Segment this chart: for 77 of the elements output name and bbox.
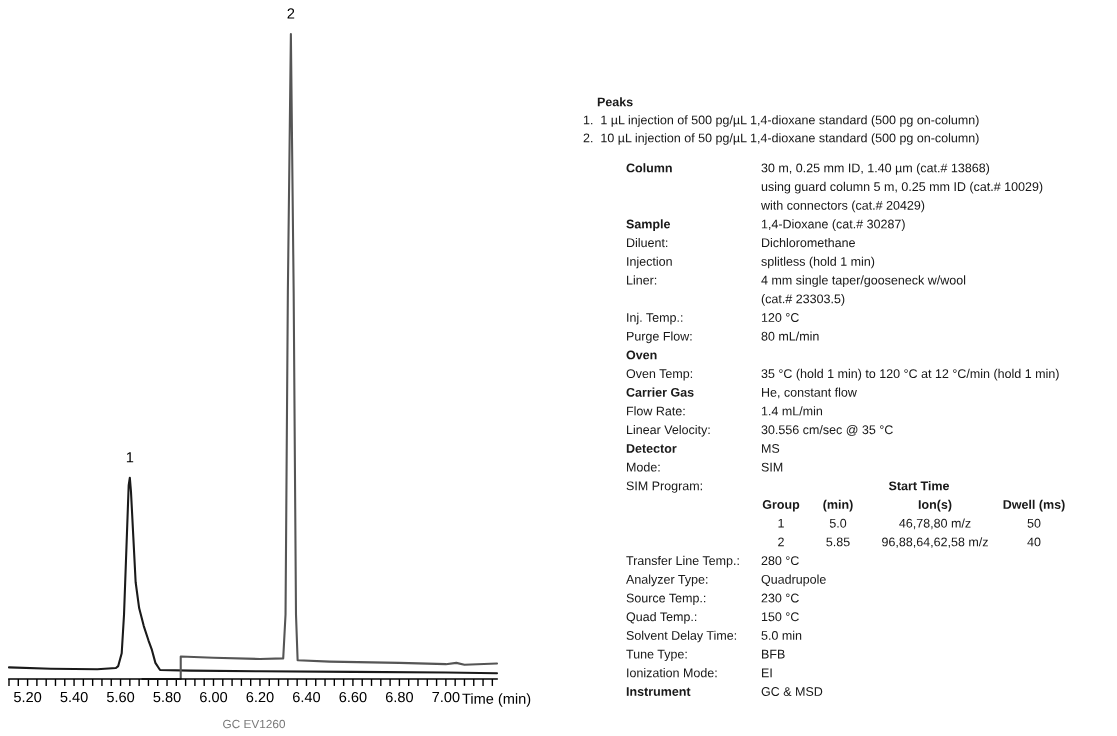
text: 2 (778, 537, 784, 547)
text: Quad Temp.: (626, 611, 697, 624)
text: Linear Velocity: (627, 424, 710, 437)
text: with connectors (cat.# 20429) (760, 200, 925, 213)
text: BFB (762, 649, 785, 659)
text: 46,78,80 m/z (899, 518, 971, 530)
text: Diluent: (627, 237, 668, 248)
text: 4 mm single taper/gooseneck w/wool (761, 275, 966, 288)
text: splitless (hold 1 min) (761, 256, 875, 269)
x-tick-label: 7.00 (432, 691, 460, 703)
text: 1,4-Dioxane (cat.# 30287) (761, 219, 905, 231)
annotation: 1 (126, 452, 134, 463)
text: Peaks (597, 97, 633, 107)
text: Carrier Gas (626, 387, 694, 397)
text: Injection (627, 256, 672, 269)
text: using guard column 5 m, 0.25 mm ID (cat.# 10029) (761, 181, 1043, 194)
text: 230 °C (761, 593, 799, 603)
text: Quadrupole (761, 574, 826, 587)
text: Detector (626, 444, 677, 453)
text: Ionization Mode: (627, 668, 717, 678)
x-tick-label: 5.60 (106, 691, 135, 703)
text: Start Time (888, 481, 950, 491)
text: Instrument (626, 687, 691, 696)
text: Liner: (627, 275, 657, 285)
text: Oven (626, 350, 657, 360)
text: 80 mL/min (761, 331, 819, 341)
text: 5.85 (826, 537, 850, 547)
text: MS (762, 444, 780, 453)
x-tick-label: 6.80 (385, 691, 414, 703)
text: GC & MSD (761, 687, 823, 696)
text: 35 °C (hold 1 min) to 120 °C at 12 °C/min (hold 1 min) (761, 368, 1059, 381)
text: 50 (1027, 518, 1041, 528)
text: 30 m, 0.25 mm ID, 1.40 µm (cat.# 13868) (761, 163, 990, 175)
text: EI (762, 668, 772, 678)
x-axis-title: Time (min) (462, 693, 531, 707)
text: 1.4 mL/min (761, 406, 823, 416)
text: 1. 1 µL injection of 500 pg/µL 1,4-dioxane standard (500 pg on-column) (583, 115, 979, 127)
text: 1 (778, 518, 784, 528)
text: Ion(s) (918, 499, 952, 512)
text: Dichloromethane (762, 237, 855, 248)
text: He, constant flow (762, 387, 857, 399)
source-note: Source Temp.: (626, 593, 706, 605)
text: Column (626, 163, 672, 173)
text: (cat.# 23303.5) (761, 294, 845, 306)
text: Solvent Delay Time: (626, 630, 737, 643)
text: 280 °C (761, 556, 799, 566)
text: SIM Program: (626, 481, 702, 493)
text: GC EV1260 (223, 719, 286, 729)
text: Oven Temp: (626, 369, 693, 381)
x-tick-label: 5.40 (60, 691, 88, 703)
text: 5.0 min (761, 630, 802, 640)
x-tick-label: 6.60 (339, 691, 367, 703)
text: 5.0 (829, 518, 847, 528)
text: Mode: (627, 462, 660, 472)
text: SIM (761, 462, 783, 472)
x-tick-label: 6.20 (246, 691, 274, 703)
x-tick-label: 6.40 (293, 691, 321, 703)
text: 120 °C (761, 313, 799, 322)
text: Flow Rate: (627, 406, 685, 416)
text: 30.556 cm/sec @ 35 °C (761, 424, 893, 436)
x-tick-label: 5.80 (153, 691, 181, 703)
text: 96,88,64,62,58 m/z (882, 537, 988, 548)
text: Sample (626, 219, 671, 231)
text: 150 °C (761, 612, 799, 622)
text: 40 (1027, 537, 1041, 547)
text: Purge Flow: (627, 331, 692, 344)
text: (min) (823, 499, 853, 512)
x-tick-label: 5.20 (13, 691, 42, 703)
annotation: 2 (287, 8, 295, 19)
text: Inj. Temp.: (627, 312, 683, 325)
text: Dwell (ms) (1003, 499, 1065, 512)
text: Group (762, 500, 800, 512)
x-tick-label: 6.00 (200, 691, 228, 703)
text: Tune Type: (626, 649, 687, 662)
text: Analyzer Type: (626, 574, 708, 587)
text: 2. 10 µL injection of 50 pg/µL 1,4-dioxane standard (500 pg on-column) (583, 133, 979, 145)
text: Transfer Line Temp.: (626, 555, 739, 568)
